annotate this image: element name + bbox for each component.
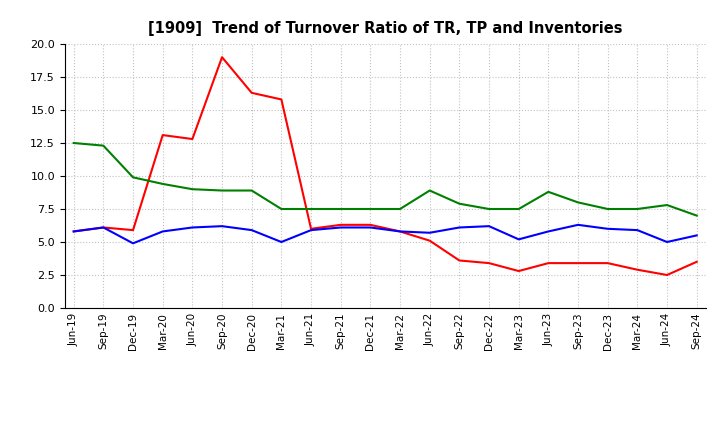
Trade Receivables bbox=[158, 132, 167, 138]
Trade Receivables bbox=[307, 226, 315, 231]
Trade Payables bbox=[277, 239, 286, 245]
Trade Receivables bbox=[455, 258, 464, 263]
Inventories bbox=[277, 206, 286, 212]
Trade Payables bbox=[217, 224, 226, 229]
Trade Receivables bbox=[99, 225, 108, 230]
Trade Payables bbox=[188, 225, 197, 230]
Trade Receivables bbox=[366, 222, 374, 227]
Trade Receivables bbox=[336, 222, 345, 227]
Trade Receivables bbox=[248, 90, 256, 95]
Trade Payables bbox=[426, 230, 434, 235]
Trade Receivables bbox=[633, 267, 642, 272]
Line: Trade Receivables: Trade Receivables bbox=[73, 57, 697, 275]
Trade Receivables bbox=[544, 260, 553, 266]
Inventories bbox=[544, 189, 553, 194]
Trade Receivables bbox=[69, 229, 78, 234]
Trade Payables bbox=[544, 229, 553, 234]
Inventories bbox=[426, 188, 434, 193]
Trade Receivables bbox=[277, 97, 286, 102]
Trade Payables bbox=[662, 239, 671, 245]
Trade Payables bbox=[514, 237, 523, 242]
Trade Payables bbox=[693, 233, 701, 238]
Trade Payables bbox=[69, 229, 78, 234]
Trade Payables bbox=[99, 225, 108, 230]
Trade Payables bbox=[603, 226, 612, 231]
Inventories bbox=[485, 206, 493, 212]
Inventories bbox=[662, 202, 671, 208]
Trade Payables bbox=[129, 241, 138, 246]
Trade Receivables bbox=[693, 259, 701, 264]
Trade Receivables bbox=[129, 227, 138, 233]
Trade Payables bbox=[485, 224, 493, 229]
Trade Receivables bbox=[603, 260, 612, 266]
Inventories bbox=[248, 188, 256, 193]
Inventories bbox=[455, 201, 464, 206]
Inventories bbox=[574, 200, 582, 205]
Trade Receivables bbox=[514, 268, 523, 274]
Trade Receivables bbox=[396, 229, 405, 234]
Title: [1909]  Trend of Turnover Ratio of TR, TP and Inventories: [1909] Trend of Turnover Ratio of TR, TP… bbox=[148, 21, 623, 36]
Inventories bbox=[693, 213, 701, 218]
Trade Payables bbox=[336, 225, 345, 230]
Trade Payables bbox=[455, 225, 464, 230]
Trade Receivables bbox=[485, 260, 493, 266]
Trade Receivables bbox=[217, 55, 226, 60]
Trade Payables bbox=[158, 229, 167, 234]
Inventories bbox=[69, 140, 78, 146]
Trade Payables bbox=[396, 229, 405, 234]
Trade Receivables bbox=[574, 260, 582, 266]
Inventories bbox=[633, 206, 642, 212]
Trade Receivables bbox=[426, 238, 434, 243]
Trade Payables bbox=[366, 225, 374, 230]
Trade Receivables bbox=[662, 272, 671, 278]
Trade Payables bbox=[633, 227, 642, 233]
Inventories bbox=[514, 206, 523, 212]
Trade Payables bbox=[574, 222, 582, 227]
Inventories bbox=[188, 187, 197, 192]
Inventories bbox=[396, 206, 405, 212]
Line: Trade Payables: Trade Payables bbox=[73, 225, 697, 243]
Inventories bbox=[307, 206, 315, 212]
Inventories bbox=[366, 206, 374, 212]
Trade Payables bbox=[248, 227, 256, 233]
Line: Inventories: Inventories bbox=[73, 143, 697, 216]
Inventories bbox=[603, 206, 612, 212]
Inventories bbox=[129, 175, 138, 180]
Inventories bbox=[158, 181, 167, 187]
Inventories bbox=[217, 188, 226, 193]
Trade Receivables bbox=[188, 136, 197, 142]
Inventories bbox=[336, 206, 345, 212]
Trade Payables bbox=[307, 227, 315, 233]
Inventories bbox=[99, 143, 108, 148]
